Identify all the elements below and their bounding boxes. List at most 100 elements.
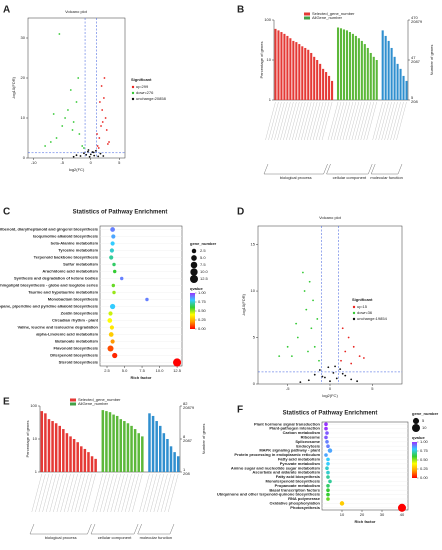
category-stub: [124, 473, 136, 513]
legend-swatch: [352, 305, 356, 309]
bar: [176, 456, 180, 472]
bar: [310, 52, 313, 100]
category-stub: [312, 101, 324, 141]
point: [334, 365, 336, 368]
legend-swatch: [304, 16, 310, 20]
group-label: biological process: [45, 535, 77, 540]
category-label: Endocytosis: [296, 443, 321, 448]
bubble: [112, 262, 116, 267]
legend-swatch: [131, 91, 135, 95]
point: [278, 355, 281, 358]
category-stub: [381, 101, 392, 141]
category-stub: [277, 101, 288, 141]
bubble: [327, 448, 333, 453]
bubble: [109, 255, 114, 260]
bar: [399, 68, 402, 100]
category-stub: [375, 101, 386, 141]
point: [100, 125, 102, 127]
y-tick-label: 30: [21, 35, 26, 40]
point: [83, 152, 85, 155]
category-stub: [78, 473, 89, 513]
bar: [387, 40, 390, 100]
point: [350, 362, 353, 365]
y-tick-label: 20: [21, 75, 26, 80]
category-stub: [132, 473, 143, 513]
category-stub: [342, 101, 354, 141]
category-label: Plant hormone signal transduction: [254, 421, 321, 426]
point: [72, 121, 75, 123]
category-label: RNA polymerase: [288, 496, 321, 501]
bar: [363, 44, 366, 100]
size-swatch: [412, 417, 420, 425]
bar: [354, 35, 357, 100]
category-label: Isoquinoline alkaloid biosynthesis: [33, 234, 99, 239]
bubble: [326, 497, 330, 501]
point: [97, 147, 100, 149]
bar: [58, 425, 61, 472]
y-tick-label: 100: [264, 17, 271, 22]
point: [341, 327, 344, 330]
group-label: cellular component: [98, 535, 132, 540]
point: [313, 373, 316, 376]
colorbar: [412, 442, 417, 478]
y2-tick-label: 2087: [183, 438, 193, 443]
category-stub: [298, 101, 309, 141]
point: [296, 336, 299, 339]
category-stub: [396, 101, 407, 141]
bar: [130, 425, 133, 472]
category-stub: [286, 101, 297, 141]
bar: [381, 30, 384, 101]
category-stub: [387, 101, 398, 141]
point: [340, 359, 342, 362]
size-label: 12.5: [200, 276, 209, 281]
y-tick-label: 100: [30, 403, 37, 408]
x-tick-label: 0: [90, 160, 93, 165]
category-stub: [92, 473, 104, 513]
category-stub: [268, 101, 279, 141]
category-stub: [63, 473, 75, 513]
bar: [345, 30, 348, 101]
category-stub: [274, 101, 285, 141]
category-label: Butanoate metabolism: [55, 339, 98, 344]
bar: [141, 436, 144, 472]
group-bracket: [90, 523, 139, 535]
category-stub: [336, 101, 348, 141]
legend-title: Significant: [131, 77, 152, 82]
category-label: beta-Alanine metabolism: [51, 241, 99, 246]
category-stub: [71, 473, 82, 513]
category-stub: [146, 473, 157, 513]
bar: [307, 49, 310, 100]
point: [303, 290, 306, 292]
bar: [51, 421, 54, 472]
bar: [155, 421, 158, 472]
category-stub: [150, 473, 161, 513]
category-stub: [301, 101, 312, 141]
point: [332, 371, 335, 374]
point: [71, 129, 74, 131]
y2-tick-label: 1: [183, 467, 186, 472]
legend-swatch: [352, 311, 356, 315]
bubble: [107, 345, 114, 352]
legend-label: AllGene_number: [312, 15, 343, 20]
point: [106, 143, 109, 145]
group-label: molecular function: [140, 535, 172, 540]
category-label: Steroid biosynthesis: [59, 360, 99, 365]
bubble: [110, 241, 115, 246]
bar: [87, 452, 90, 472]
chart-title: Statistics of Pathway Enrichment: [283, 411, 378, 417]
bar: [384, 35, 387, 100]
legend-swatch: [304, 12, 310, 16]
category-stub: [110, 473, 121, 513]
bar: [169, 446, 173, 472]
size-label: 10: [422, 425, 427, 430]
category-label: Pyruvate metabolism: [280, 461, 321, 466]
bubble: [107, 318, 113, 323]
bubble: [173, 358, 182, 367]
category-label: Fatty acid metabolism: [278, 456, 320, 461]
category-stub: [121, 473, 132, 513]
category-label: Ascorbate and aldarate metabolism: [252, 470, 320, 475]
y-tick-label: 5: [253, 335, 256, 340]
colorbar: [190, 293, 195, 329]
point: [72, 155, 75, 158]
